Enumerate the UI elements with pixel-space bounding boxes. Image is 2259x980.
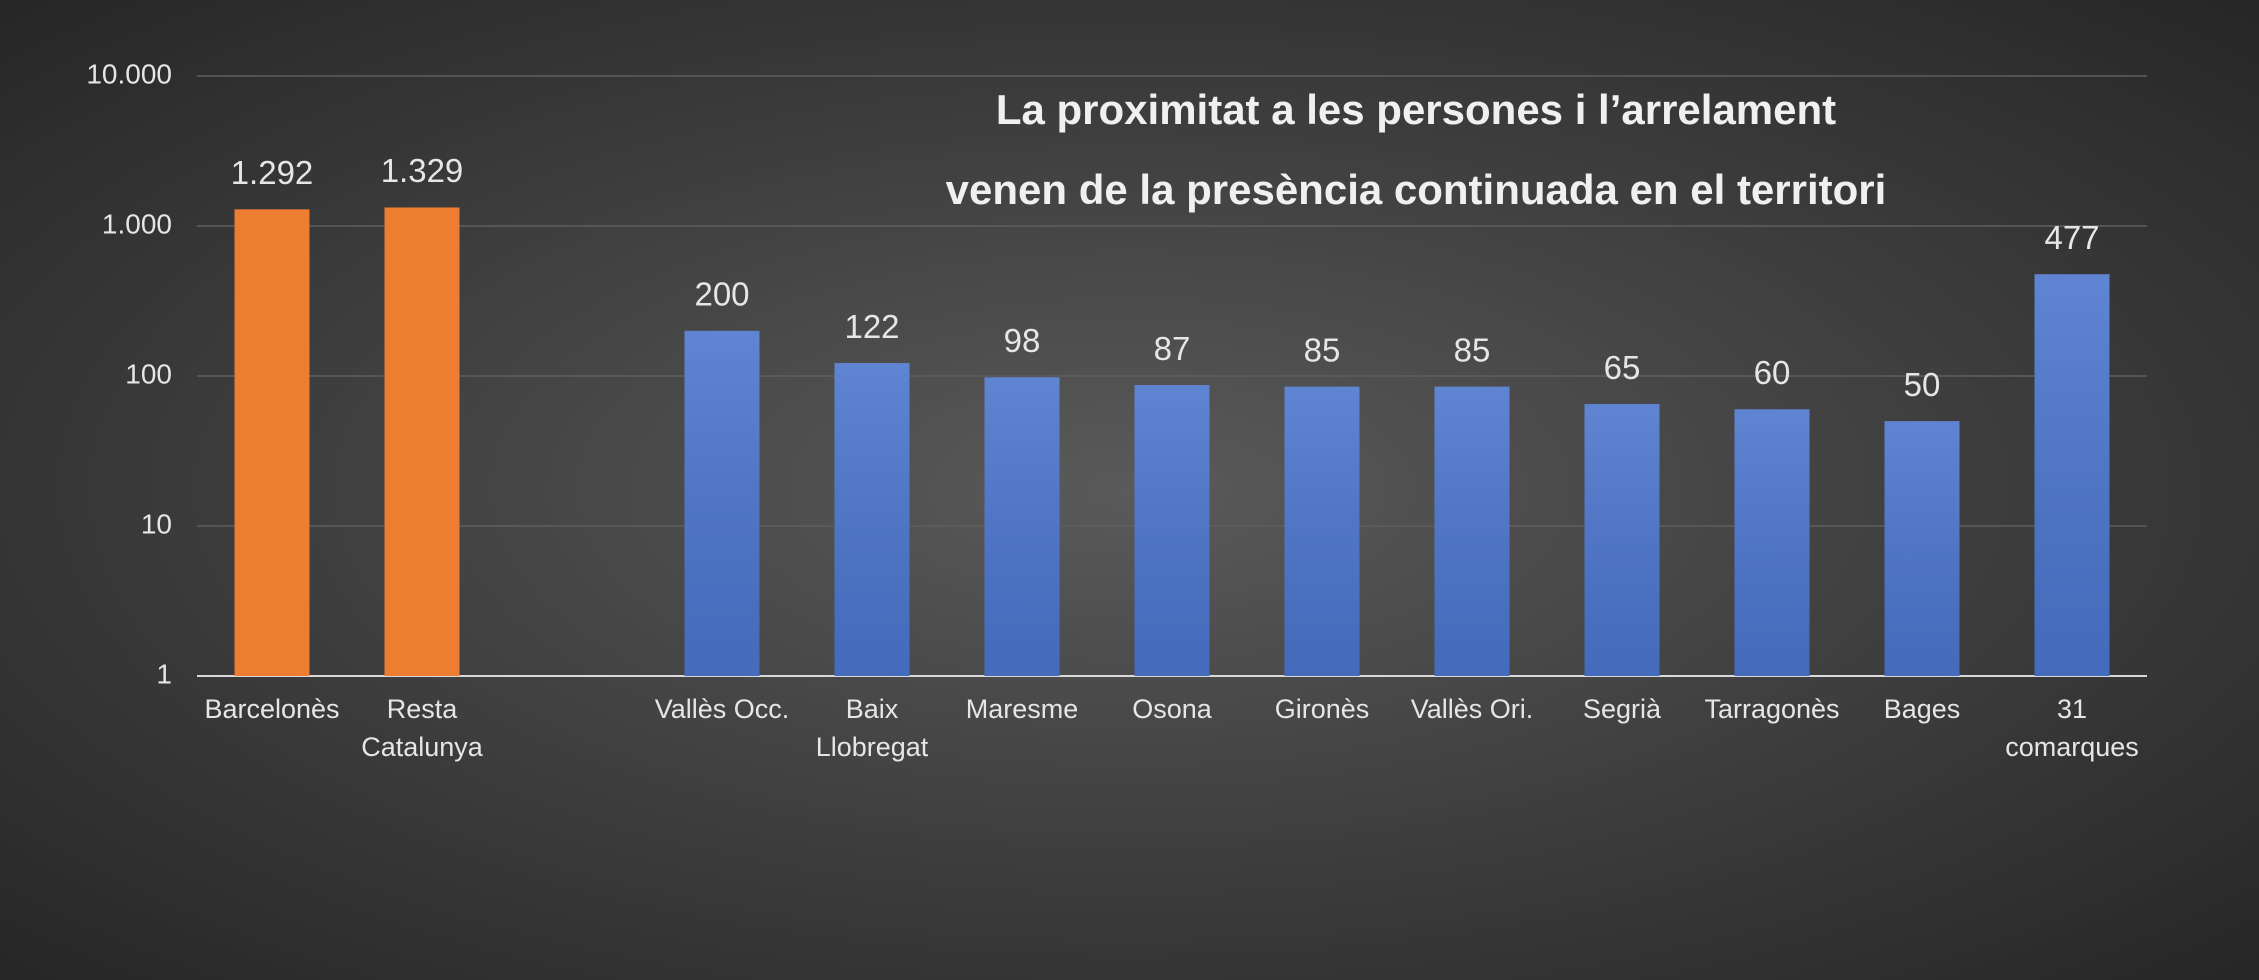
- y-tick-label: 10.000: [86, 58, 172, 89]
- bar-shade: [1434, 386, 1510, 676]
- bar-shade: [1284, 386, 1360, 676]
- x-tick-label: Bages: [1883, 694, 1961, 724]
- bar-shade: [2034, 274, 2110, 676]
- x-tick-label: Vallès Occ.: [654, 694, 790, 724]
- chart-title: La proximitat a les persones i l’arrelam…: [945, 86, 1887, 213]
- data-label: 87: [1154, 330, 1191, 367]
- x-tick-label: Tarragonès: [1704, 694, 1840, 724]
- bar: [234, 209, 310, 677]
- x-tick-label: Vallès Ori.: [1410, 694, 1534, 724]
- data-label: 85: [1454, 331, 1491, 368]
- x-tick-label: Gironès: [1274, 694, 1370, 724]
- x-tick-label: Maresme: [965, 694, 1079, 724]
- bar-shade: [984, 377, 1060, 676]
- data-label: 65: [1604, 349, 1641, 386]
- bar-shade: [1734, 409, 1810, 676]
- y-tick-label: 1: [156, 658, 172, 689]
- data-label: 200: [694, 276, 749, 313]
- bar-shade: [834, 363, 910, 676]
- data-label: 50: [1904, 366, 1941, 403]
- y-tick-label: 1.000: [102, 208, 172, 239]
- x-tick-label: 31 comarques: [2005, 694, 2139, 762]
- x-tick-label: Resta Catalunya: [361, 694, 483, 762]
- x-tick-label: Osona: [1132, 694, 1212, 724]
- x-tick-label: Baix Llobregat: [815, 694, 929, 762]
- bar-shade: [1884, 421, 1960, 676]
- data-label: 1.329: [381, 152, 464, 189]
- data-label: 122: [844, 308, 899, 345]
- y-tick-label: 100: [125, 358, 172, 389]
- bar-shade: [1134, 385, 1210, 676]
- y-tick-label: 10: [141, 508, 172, 539]
- data-label: 85: [1304, 331, 1341, 368]
- data-label: 1.292: [231, 154, 314, 191]
- x-tick-label: Segrià: [1582, 694, 1662, 724]
- data-label: 98: [1004, 322, 1041, 359]
- bar-shade: [1584, 404, 1660, 676]
- bar: [384, 207, 460, 676]
- x-tick-label: Barcelonès: [204, 694, 340, 724]
- data-label: 60: [1754, 354, 1791, 391]
- bar-shade: [684, 330, 760, 676]
- data-label: 477: [2044, 219, 2099, 256]
